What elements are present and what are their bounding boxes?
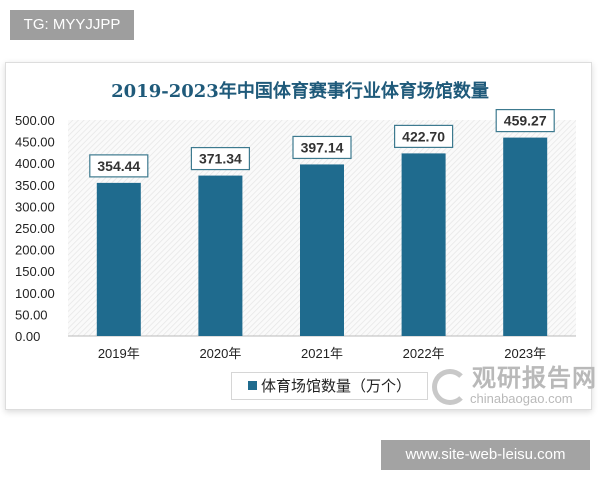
- bar: [300, 164, 344, 336]
- y-tick-label: 250.00: [15, 221, 55, 236]
- logo-en: chinabaogao.com: [470, 391, 573, 406]
- data-label-box: [495, 108, 555, 133]
- logo-cn: 观研报告网: [472, 364, 597, 392]
- y-tick-label: 300.00: [15, 199, 55, 214]
- x-tick-label: 2023年: [504, 346, 546, 361]
- x-tick-label: 2021年: [301, 346, 343, 361]
- bar: [96, 182, 141, 336]
- data-label-box: [190, 146, 250, 171]
- bar: [401, 153, 446, 336]
- watermark-bottom-right: www.site-web-leisu.com: [381, 440, 590, 470]
- data-label: 422.70: [402, 128, 445, 144]
- y-tick-label: 50.00: [15, 307, 48, 322]
- y-tick-label: 0.00: [15, 329, 40, 344]
- data-label: 397.14: [301, 139, 344, 155]
- bar: [503, 137, 548, 336]
- data-label-box: [394, 124, 454, 148]
- y-tick-label: 350.00: [15, 178, 55, 193]
- x-tick-label: 2022年: [403, 346, 445, 361]
- y-tick-label: 450.00: [15, 135, 55, 150]
- data-label: 354.44: [97, 158, 140, 174]
- legend-swatch: [247, 381, 257, 390]
- x-tick-label: 2019年: [98, 346, 140, 361]
- watermark-top-left: TG: MYYJJPP: [10, 10, 134, 40]
- chart-title: 2019-2023年中国体育赛事行业体育场馆数量: [111, 80, 489, 102]
- y-tick-label: 200.00: [15, 243, 55, 258]
- data-label: 459.27: [504, 113, 547, 129]
- y-tick-label: 400.00: [15, 156, 55, 171]
- data-label-box: [292, 135, 352, 160]
- y-tick-label: 100.00: [15, 286, 55, 301]
- y-tick-label: 500.00: [15, 113, 55, 128]
- logo-mark-icon: [432, 369, 468, 405]
- legend-label: 体育场馆数量（万个）: [260, 377, 411, 395]
- data-label: 371.34: [199, 151, 242, 167]
- data-label-box: [89, 154, 149, 178]
- bar: [198, 175, 243, 336]
- y-tick-label: 150.00: [15, 264, 55, 279]
- legend: 体育场馆数量（万个）: [231, 372, 428, 400]
- x-tick-label: 2020年: [199, 346, 241, 361]
